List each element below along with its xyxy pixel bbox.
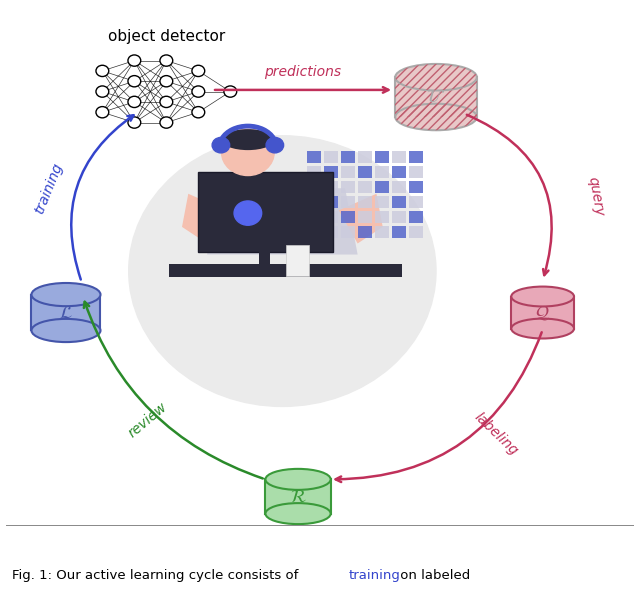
Circle shape [192, 65, 205, 77]
Ellipse shape [31, 283, 100, 306]
Bar [266, 479, 331, 514]
Circle shape [192, 86, 205, 97]
Bar [358, 226, 372, 238]
Circle shape [192, 106, 205, 118]
Circle shape [160, 117, 173, 128]
Bar [307, 211, 321, 223]
Bar [392, 166, 406, 178]
Text: $\mathcal{L}$: $\mathcal{L}$ [59, 304, 73, 321]
Bar [392, 226, 406, 238]
Bar [392, 196, 406, 208]
Bar [409, 151, 423, 163]
Text: on labeled: on labeled [396, 569, 470, 582]
Text: object detector: object detector [108, 29, 225, 44]
Text: training: training [349, 569, 401, 582]
Ellipse shape [511, 286, 574, 307]
Bar [375, 166, 389, 178]
Bar [285, 245, 309, 276]
Bar [409, 226, 423, 238]
Circle shape [128, 55, 141, 66]
Ellipse shape [221, 129, 275, 150]
Bar [341, 226, 355, 238]
Ellipse shape [396, 104, 477, 130]
Bar [409, 196, 423, 208]
Bar [375, 211, 389, 223]
Circle shape [266, 137, 284, 153]
Text: query: query [586, 176, 606, 217]
Bar [31, 295, 100, 330]
Bar [392, 181, 406, 193]
Bar [324, 196, 338, 208]
Bar [375, 151, 389, 163]
Bar [396, 77, 477, 117]
Bar [409, 181, 423, 193]
Bar [358, 151, 372, 163]
Circle shape [128, 96, 141, 108]
Polygon shape [182, 194, 226, 244]
Bar [358, 196, 372, 208]
Bar [392, 211, 406, 223]
Bar [307, 226, 321, 238]
Bar [511, 296, 574, 328]
Bar [341, 151, 355, 163]
Bar [170, 264, 401, 277]
Circle shape [96, 65, 109, 77]
Ellipse shape [31, 319, 100, 342]
Circle shape [129, 136, 436, 406]
Bar [358, 166, 372, 178]
Ellipse shape [396, 64, 477, 90]
Bar [409, 211, 423, 223]
Text: $\mathcal{R}$: $\mathcal{R}$ [290, 488, 307, 505]
Ellipse shape [266, 503, 331, 524]
Bar [259, 250, 271, 266]
Text: labeling: labeling [471, 410, 520, 458]
Bar [341, 211, 355, 223]
Bar [307, 196, 321, 208]
Bar [375, 196, 389, 208]
Text: Fig. 1: Our active learning cycle consists of: Fig. 1: Our active learning cycle consis… [12, 569, 302, 582]
Bar [341, 196, 355, 208]
Bar [375, 181, 389, 193]
Bar [409, 166, 423, 178]
Text: $\mathcal{U}$: $\mathcal{U}$ [426, 88, 445, 106]
Bar [307, 166, 321, 178]
Bar [307, 151, 321, 163]
Circle shape [128, 117, 141, 128]
Bar [324, 211, 338, 223]
Circle shape [224, 86, 237, 97]
Bar [396, 77, 477, 117]
Bar [341, 181, 355, 193]
Bar [375, 226, 389, 238]
Circle shape [128, 75, 141, 87]
Circle shape [160, 96, 173, 108]
Bar [358, 211, 372, 223]
Polygon shape [207, 188, 358, 254]
Ellipse shape [511, 318, 574, 339]
Text: review: review [125, 400, 170, 441]
Bar [392, 151, 406, 163]
Text: $\mathcal{Q}$: $\mathcal{Q}$ [535, 304, 550, 321]
Circle shape [212, 137, 230, 153]
Bar [324, 181, 338, 193]
Bar [324, 166, 338, 178]
Ellipse shape [266, 469, 331, 490]
Bar [324, 226, 338, 238]
Circle shape [160, 55, 173, 66]
Text: predictions: predictions [264, 65, 342, 79]
Bar [358, 181, 372, 193]
Bar [198, 172, 333, 252]
Circle shape [96, 106, 109, 118]
Bar [324, 151, 338, 163]
Circle shape [234, 201, 262, 225]
Circle shape [96, 86, 109, 97]
Polygon shape [339, 194, 383, 244]
Text: training: training [33, 161, 66, 216]
Bar [307, 181, 321, 193]
Circle shape [221, 129, 274, 176]
Circle shape [160, 75, 173, 87]
Bar [341, 166, 355, 178]
